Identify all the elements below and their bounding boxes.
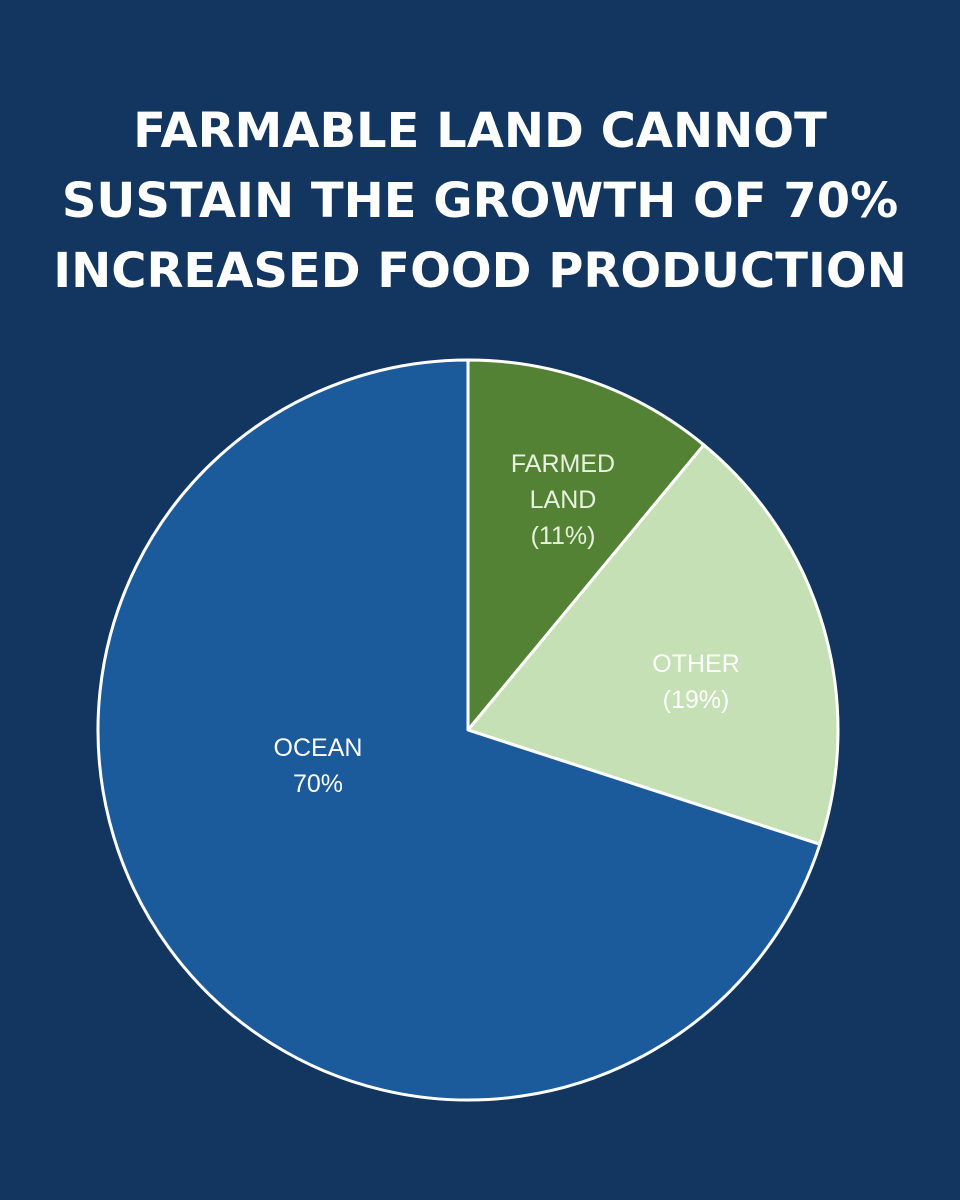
title-line-2: SUSTAIN THE GROWTH OF 70% bbox=[61, 173, 899, 229]
slice-label-line: LAND bbox=[530, 486, 597, 514]
slice-label-line: 70% bbox=[293, 770, 343, 798]
pie-slice-ocean bbox=[96, 358, 822, 1102]
pie-slice-other bbox=[466, 443, 840, 846]
pie-labels: FARMED LAND (11%) OTHER (19%) OCEAN 70% bbox=[274, 450, 740, 798]
title-line-3: INCREASED FOOD PRODUCTION bbox=[53, 243, 907, 299]
slice-label-line: (19%) bbox=[663, 686, 730, 714]
slice-label-line: FARMED bbox=[511, 450, 615, 478]
pie-slice-farmed-land bbox=[466, 358, 706, 732]
slice-label-ocean: OCEAN 70% bbox=[274, 734, 363, 798]
slice-label-line: OCEAN bbox=[274, 734, 363, 762]
slice-label-farmed-land: FARMED LAND (11%) bbox=[511, 450, 615, 550]
slice-label-other: OTHER (19%) bbox=[652, 650, 740, 714]
slice-label-line: (11%) bbox=[531, 522, 596, 550]
chart-title: FARMABLE LAND CANNOT SUSTAIN THE GROWTH … bbox=[0, 96, 960, 306]
title-line-1: FARMABLE LAND CANNOT bbox=[133, 103, 827, 159]
slice-label-line: OTHER bbox=[652, 650, 740, 678]
pie-slices bbox=[96, 358, 840, 1102]
